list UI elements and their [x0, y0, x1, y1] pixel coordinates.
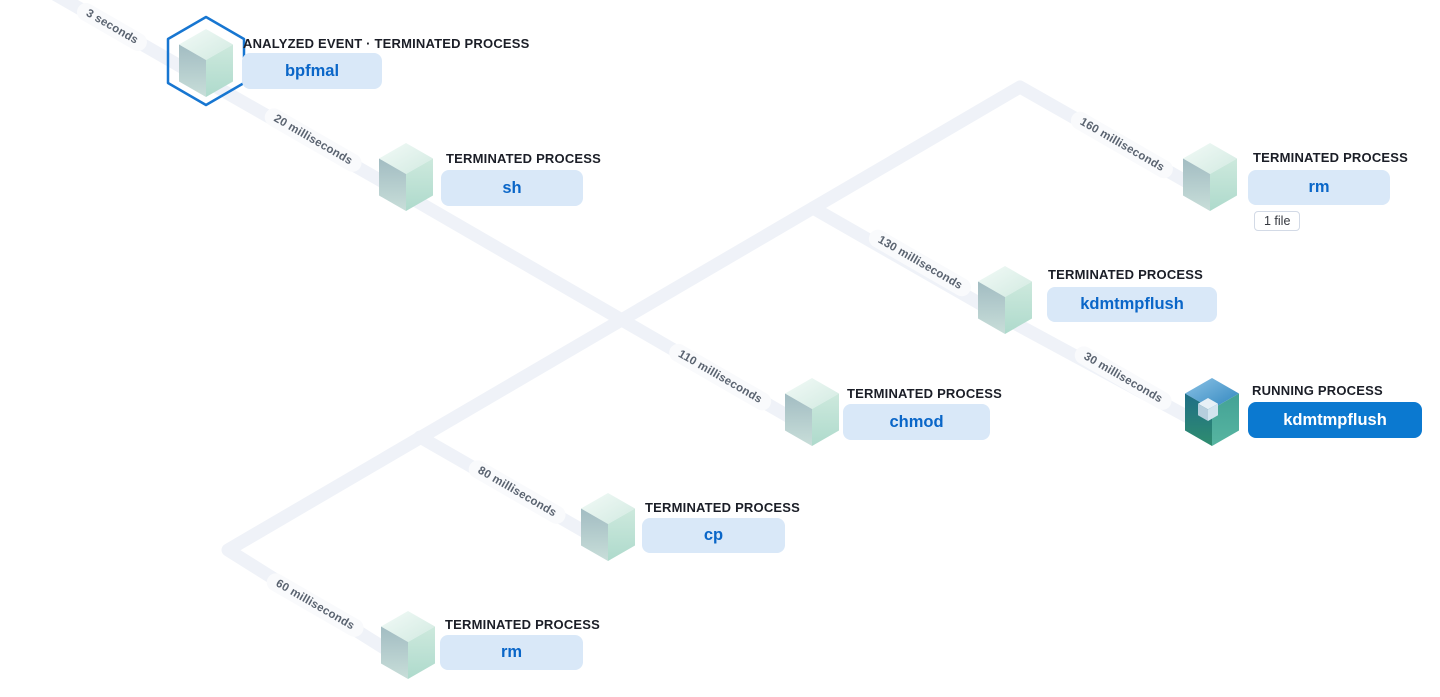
node-type-label-cp: TERMINATED PROCESS [645, 500, 801, 515]
process-cube-icon-cp[interactable] [581, 493, 635, 561]
process-pill-chmod[interactable]: chmod [843, 404, 990, 440]
related-events-badge[interactable]: 1 file [1254, 211, 1301, 231]
process-cube-icon-rm-bottom[interactable] [381, 611, 435, 679]
process-pill-bpfmal[interactable]: bpfmal [242, 53, 382, 89]
process-pill-kdmtmpflush-running[interactable]: kdmtmpflush [1248, 402, 1422, 438]
process-cube-icon-chmod[interactable] [785, 378, 839, 446]
node-type-label-chmod: TERMINATED PROCESS [847, 386, 1003, 401]
node-type-label-kdmtmpflush-running: RUNNING PROCESS [1252, 383, 1383, 398]
process-cube-icon-rm-top[interactable] [1183, 143, 1237, 211]
node-type-label-bpfmal: ANALYZED EVENT · TERMINATED PROCESS [243, 36, 530, 51]
node-type-label-rm-bottom: TERMINATED PROCESS [445, 617, 601, 632]
node-type-label-sh: TERMINATED PROCESS [446, 151, 602, 166]
node-type-label-rm-top: TERMINATED PROCESS [1253, 150, 1409, 165]
process-pill-cp[interactable]: cp [642, 518, 785, 553]
process-pill-rm-bottom[interactable]: rm [440, 635, 583, 670]
process-pill-sh[interactable]: sh [441, 170, 583, 206]
process-pill-kdmtmpflush-terminated[interactable]: kdmtmpflush [1047, 287, 1217, 322]
analyzed-event-hexagon-icon [166, 15, 246, 107]
process-pill-rm-top[interactable]: rm [1248, 170, 1390, 205]
node-type-label-kdmtmpflush-terminated: TERMINATED PROCESS [1048, 267, 1204, 282]
process-cube-icon-kdmtmpflush-running[interactable] [1185, 378, 1239, 446]
